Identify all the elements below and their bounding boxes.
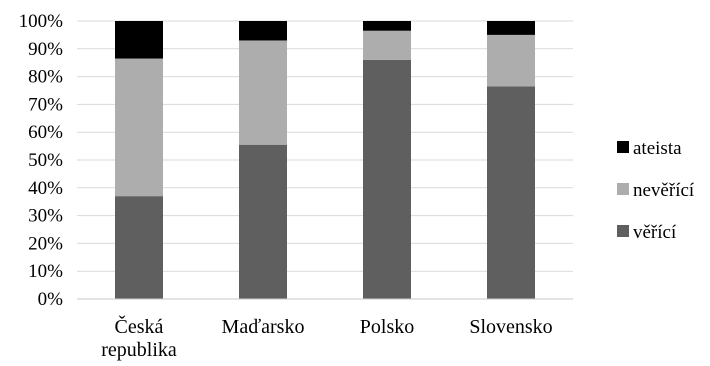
bar-segment-ateista xyxy=(363,21,411,31)
bar-segment-věřící xyxy=(363,59,411,299)
x-category-label: Maďarsko xyxy=(222,316,305,338)
y-tick-label: 30% xyxy=(28,206,63,227)
y-tick-label: 100% xyxy=(19,11,64,32)
y-tick-label: 90% xyxy=(28,39,63,60)
y-axis-ticks: 0% 10% 20% 30% 40% 50% 60% 70% 80% 90% 100% xyxy=(19,11,64,310)
legend-swatch xyxy=(617,141,629,153)
bar-segment-nevěřící xyxy=(239,40,287,145)
x-category-label: Česká republika xyxy=(101,314,177,361)
y-tick-label: 20% xyxy=(28,233,63,254)
x-category-label: Slovensko xyxy=(469,316,552,338)
y-tick-label: 0% xyxy=(38,289,64,310)
legend-label: ateista xyxy=(633,138,682,159)
y-tick-label: 40% xyxy=(28,178,63,199)
legend-swatch xyxy=(617,225,629,237)
legend-swatch xyxy=(617,183,629,195)
x-axis-labels: Česká republika Maďarsko Polsko Slovensko xyxy=(101,314,552,361)
y-tick-label: 80% xyxy=(28,67,63,88)
bars xyxy=(115,21,535,299)
y-tick-label: 60% xyxy=(28,122,63,143)
bar-segment-ateista xyxy=(115,21,163,59)
legend-label: nevěřící xyxy=(633,180,695,201)
bar-segment-věřící xyxy=(115,196,163,299)
x-category-label: Polsko xyxy=(360,316,414,338)
bar-segment-věřící xyxy=(239,144,287,299)
bar-segment-ateista xyxy=(487,21,535,35)
bar-segment-ateista xyxy=(239,21,287,41)
bar-segment-nevěřící xyxy=(115,58,163,197)
bar-segment-věřící xyxy=(487,86,535,299)
y-tick-label: 70% xyxy=(28,94,63,115)
bar-segment-nevěřící xyxy=(363,30,411,60)
y-tick-label: 50% xyxy=(28,150,63,171)
y-tick-label: 10% xyxy=(28,261,63,282)
bar-segment-nevěřící xyxy=(487,34,535,87)
legend: ateista nevěřící věřící xyxy=(617,138,695,243)
legend-label: věřící xyxy=(633,222,677,243)
